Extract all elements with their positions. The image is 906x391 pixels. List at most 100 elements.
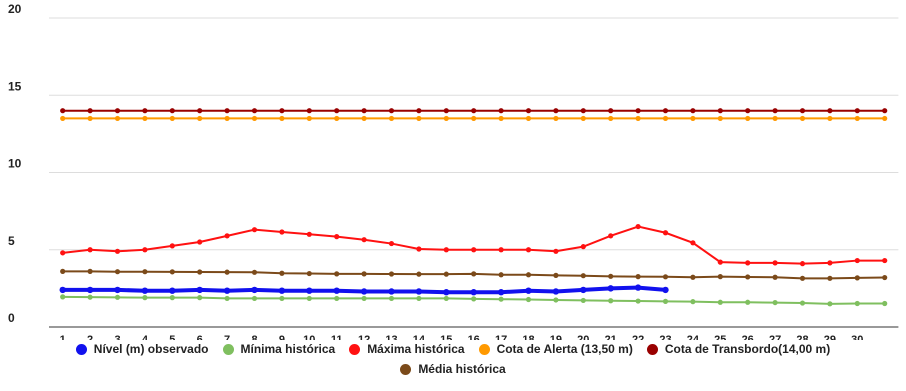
point [827,275,833,281]
legend-swatch [222,343,234,355]
point [580,297,586,304]
point [882,257,888,264]
point [635,298,641,304]
point [251,269,258,275]
point [334,271,340,277]
point [799,108,806,114]
x-tick-label: 28 [796,334,808,340]
point [799,275,806,281]
point [553,248,559,254]
x-tick-label: 21 [605,334,617,340]
point [580,286,587,294]
point [279,295,285,302]
point [854,115,860,122]
point [114,108,121,114]
point [416,246,422,252]
point [498,296,504,302]
point [498,272,504,278]
legend-item[interactable]: Máxima histórica [349,342,465,356]
point [470,289,477,296]
point [690,115,696,122]
point [553,108,559,114]
point [525,272,532,278]
y-tick-label: 15 [8,79,22,93]
point [772,108,778,114]
point [197,269,203,275]
x-tick-label: 19 [550,334,562,340]
x-tick-label: 20 [577,334,589,340]
point [882,115,888,122]
point [388,271,395,277]
point [334,108,340,114]
point [443,289,450,296]
point [306,287,313,294]
x-tick-label: 11 [331,334,343,340]
point [251,115,258,122]
point [306,115,312,122]
point [799,261,806,267]
point [388,115,395,122]
legend-swatch [400,363,412,375]
point [662,286,669,294]
point [443,247,449,253]
legend-label: Média histórica [418,362,506,376]
y-tick-label: 0 [8,311,15,325]
point [197,115,203,122]
legend-label: Mínima histórica [240,342,336,356]
point [471,115,477,122]
point [662,298,669,304]
point [745,108,751,114]
point [580,273,586,279]
point [580,115,586,122]
legend-item[interactable]: Cota de Alerta (13,50 m) [478,342,633,356]
point [114,248,121,254]
point [745,115,751,122]
point [690,274,696,280]
point [471,296,477,302]
point [580,244,586,250]
point [580,108,586,114]
x-tick-label: 27 [769,334,781,340]
point [415,288,423,295]
point [443,271,449,277]
x-tick-label: 4 [142,334,149,340]
legend-item[interactable]: Média histórica [400,362,506,376]
point [388,240,395,247]
point [525,108,532,114]
point [854,257,860,264]
point [443,115,449,122]
point [197,239,203,245]
point [471,108,477,114]
point [608,233,614,239]
point [882,274,888,281]
point [553,297,559,303]
point [360,288,368,295]
point [142,269,148,275]
point [608,108,614,114]
point [306,231,312,237]
x-tick-label: 16 [468,334,480,340]
point [690,240,696,246]
point [662,274,669,280]
x-tick-label: 5 [169,334,175,340]
point [662,115,669,122]
point [169,115,175,122]
point [799,300,806,306]
point [306,270,312,277]
legend-item[interactable]: Nível (m) observado [75,342,209,356]
x-tick-label: 26 [742,334,754,340]
point [60,115,66,122]
point [717,108,723,114]
legend-item[interactable]: Cota de Transbordo(14,00 m) [646,342,830,356]
point [416,271,422,277]
legend-label: Máxima histórica [367,342,465,356]
point [361,115,367,122]
legend-item[interactable]: Mínima histórica [222,342,336,356]
point [196,286,203,294]
point [772,260,778,266]
point [416,108,422,114]
point [635,223,641,230]
point [60,268,66,274]
point [169,108,175,114]
